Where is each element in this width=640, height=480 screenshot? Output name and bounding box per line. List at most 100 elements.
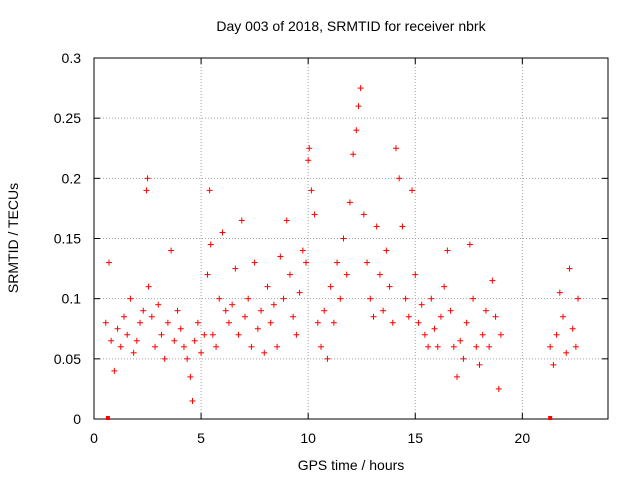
data-point [492, 313, 499, 320]
data-point [497, 331, 504, 338]
data-point [415, 319, 422, 326]
data-point [343, 271, 350, 278]
data-point [437, 313, 444, 320]
data-point [386, 283, 393, 290]
data-point [293, 331, 300, 338]
data-point [286, 271, 293, 278]
data-point [174, 307, 181, 314]
x-tick-label: 15 [407, 430, 423, 446]
data-point [201, 331, 208, 338]
data-point [421, 331, 428, 338]
data-point [454, 373, 461, 380]
data-point [444, 247, 451, 254]
data-point [486, 343, 493, 350]
data-point [127, 295, 134, 302]
data-point [229, 301, 236, 308]
data-point [337, 295, 344, 302]
data-point [124, 331, 131, 338]
data-point [355, 103, 362, 110]
data-point [476, 361, 483, 368]
data-point [140, 307, 147, 314]
data-point [376, 271, 383, 278]
data-point [198, 349, 205, 356]
data-point [117, 343, 124, 350]
data-point [194, 319, 201, 326]
data-point [327, 283, 334, 290]
data-point [303, 259, 310, 266]
data-point [466, 241, 473, 248]
data-point [441, 283, 448, 290]
data-point [274, 343, 281, 350]
x-tick-label: 20 [515, 430, 531, 446]
data-point [191, 337, 198, 344]
data-point [267, 319, 274, 326]
data-point [152, 343, 159, 350]
y-tick-label: 0.05 [54, 351, 81, 367]
data-point [425, 343, 432, 350]
data-point [180, 343, 187, 350]
data-point [489, 277, 496, 284]
data-point [245, 295, 252, 302]
data-point [299, 247, 306, 254]
data-point [254, 325, 261, 332]
data-point [177, 325, 184, 332]
data-point [306, 145, 313, 152]
data-point [241, 313, 248, 320]
data-point [412, 271, 419, 278]
data-point [232, 265, 239, 272]
data-point [364, 259, 371, 266]
axis-ticks: 0 0.05 0.1 0.15 0.2 0.25 0.3 0 5 10 15 20 [54, 50, 608, 446]
data-point [550, 361, 557, 368]
data-point [353, 127, 360, 134]
data-point [222, 307, 229, 314]
data-point [187, 373, 194, 380]
data-point [334, 259, 341, 266]
data-point [396, 175, 403, 182]
data-point [133, 337, 140, 344]
data-point [144, 175, 151, 182]
data-point [399, 223, 406, 230]
data-point [204, 271, 211, 278]
data-point [206, 187, 213, 194]
data-point [367, 295, 374, 302]
x-tick-label: 10 [300, 430, 316, 446]
data-point [350, 151, 357, 158]
zero-point [548, 416, 553, 420]
data-point [189, 397, 196, 404]
data-point [563, 349, 570, 356]
data-point [495, 385, 502, 392]
data-point [566, 265, 573, 272]
data-point [402, 295, 409, 302]
data-point [479, 331, 486, 338]
data-point [569, 325, 576, 332]
data-point [389, 319, 396, 326]
data-point [330, 319, 337, 326]
data-point [270, 301, 277, 308]
data-point [209, 331, 216, 338]
data-point [145, 283, 152, 290]
data-point [219, 229, 226, 236]
data-point [137, 319, 144, 326]
data-point [161, 355, 168, 362]
data-point [457, 337, 464, 344]
data-point [428, 295, 435, 302]
data-point [102, 319, 109, 326]
y-tick-label: 0.25 [54, 110, 81, 126]
data-point [418, 301, 425, 308]
data-point [108, 337, 115, 344]
data-point [248, 343, 255, 350]
data-point [314, 319, 321, 326]
data-point [373, 223, 380, 230]
y-tick-label: 0.3 [62, 50, 82, 66]
data-point [258, 307, 265, 314]
data-point [311, 211, 318, 218]
data-point [111, 367, 118, 374]
data-point [360, 211, 367, 218]
data-point [283, 217, 290, 224]
data-point [216, 295, 223, 302]
zero-point [105, 416, 110, 420]
data-point [305, 157, 312, 164]
data-point [470, 295, 477, 302]
data-point [450, 343, 457, 350]
